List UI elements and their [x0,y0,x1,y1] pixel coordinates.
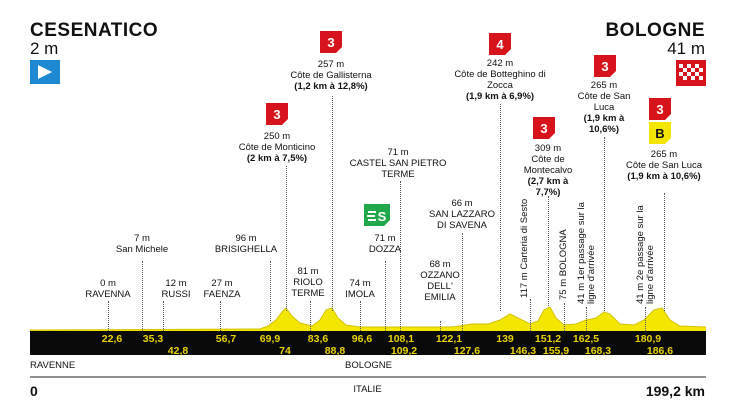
start-city: CESENATICO [30,20,159,41]
climb-label: 257 m Côte de Gallisterna (1,2 km à 12,8%) [290,59,372,92]
leader-line [664,193,665,311]
climb-label: 250 m Côte de Monticino (2 km à 7,5%) [238,131,316,164]
km-marker: 122,1 [435,333,463,345]
leader-line [645,307,646,331]
km-marker: 146,3 [509,345,537,357]
km-marker: 139 [496,333,514,345]
climb-label: 309 m Côte de Montecalvo (2,7 km à 7,7%) [523,143,573,198]
svg-text:3: 3 [273,107,280,122]
place-label: 0 m RAVENNA [85,278,131,300]
place-label: 68 m OZZANO DELL' EMILIA [420,259,460,303]
km-marker: 127,6 [453,345,481,357]
leader-line [530,299,531,331]
place-label-vertical: 117 m Carteria di Sesto [519,198,530,298]
svg-text:3: 3 [327,35,334,50]
place-label: 71 m DOZZA [368,233,402,255]
km-marker: 155,9 [542,345,570,357]
svg-text:3: 3 [656,102,663,117]
place-label: 7 m San Michele [115,233,169,255]
sprint-icon: S [364,204,390,226]
place-label: 71 m CASTEL SAN PIETRO TERME [349,147,447,180]
finish-flag-icon [676,60,706,86]
leader-line [286,166,287,311]
bonus-flag-icon: B [649,122,671,144]
leader-line [332,96,333,311]
leader-line [385,261,386,331]
distance-band [30,331,706,355]
finish-altitude: 41 m [667,39,705,58]
climb-flag-icon: 4 [489,33,511,55]
km-marker: 168,3 [584,345,612,357]
leader-line [548,196,549,306]
leader-line [142,261,143,331]
km-marker: 108,1 [387,333,415,345]
leader-line [564,303,565,331]
km-marker: 42,8 [167,345,189,357]
leader-line [360,301,361,331]
leader-line [220,301,221,331]
km-marker: 186,6 [646,345,674,357]
country-label: ITALIE [353,384,382,395]
leader-line [500,104,501,311]
finish-city: BOLOGNE [605,20,705,41]
km-marker: 74 [279,345,291,357]
axis-line [30,376,706,378]
km-marker: 83,6 [307,333,329,345]
place-label: 12 m RUSSI [161,278,191,300]
leader-line [604,137,605,311]
svg-text:3: 3 [540,121,547,136]
leader-line [108,301,109,331]
leader-line [586,307,587,331]
place-label: 74 m IMOLA [345,278,375,300]
start-icon [30,60,60,84]
km-marker: 69,9 [259,333,281,345]
km-marker: 22,6 [101,333,123,345]
km-marker: 180,9 [634,333,662,345]
place-label-vertical: 41 m 2e passage sur la ligne d'arrivée [635,205,656,304]
leader-line [440,321,441,331]
distance-start: 0 [30,383,38,399]
climb-flag-icon: 3 [533,117,555,139]
km-marker: 109,2 [390,345,418,357]
climb-label: 242 m Côte de Botteghino di Zocca (1,9 km … [454,58,546,102]
leader-line [462,233,463,331]
climb-label: 265 m Côte de San Luca (1,9 km à 10,6%) [625,149,703,182]
place-label-vertical: 41 m 1er passage sur la ligne d'arrivée [576,202,597,304]
climb-flag-icon: 3 [266,103,288,125]
distance-total: 199,2 km [645,383,705,399]
climb-label: 265 m Côte de San Luca (1,9 km à 10,6%) [577,80,631,135]
leader-line [310,301,311,331]
leader-line [163,301,164,331]
place-label-vertical: 75 m BOLOGNA [558,229,569,300]
svg-text:4: 4 [496,37,504,52]
km-marker: 56,7 [215,333,237,345]
svg-text:3: 3 [601,59,608,74]
place-label: 27 m FAENZA [203,278,241,300]
km-marker: 151,2 [534,333,562,345]
climb-flag-icon: 3 [649,98,671,120]
place-label: 81 m RIOLO TERME [291,266,325,299]
leader-line [400,181,401,331]
region-label: RAVENNE [30,360,76,371]
place-label: 66 m SAN LAZZARO DI SAVENA [429,198,495,231]
km-marker: 96,6 [351,333,373,345]
place-label: 96 m BRISIGHELLA [214,233,278,255]
climb-flag-icon: 3 [320,31,342,53]
elevation-profile [30,306,706,332]
km-marker: 88,8 [324,345,346,357]
climb-flag-icon: 3 [594,55,616,77]
svg-text:B: B [655,126,664,141]
leader-line [270,261,271,321]
region-label: BOLOGNE [345,360,392,371]
km-marker: 162,5 [572,333,600,345]
svg-text:S: S [378,209,387,224]
start-altitude: 2 m [30,39,59,58]
km-marker: 35,3 [142,333,164,345]
